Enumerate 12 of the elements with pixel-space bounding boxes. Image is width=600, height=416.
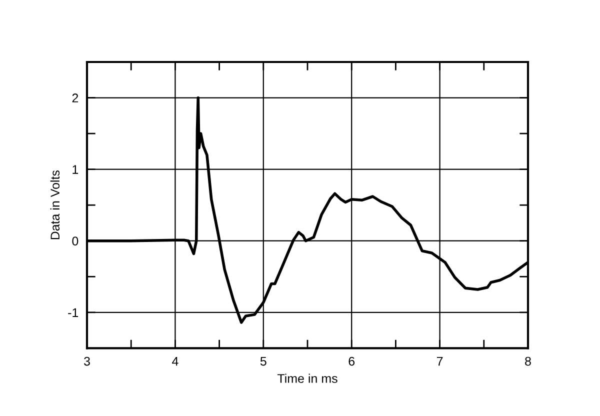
x-tick-label: 3 xyxy=(84,356,90,366)
y-tick-label: 2 xyxy=(72,94,78,102)
y-tick-label: 0 xyxy=(72,236,78,246)
x-axis-title: Time in ms xyxy=(277,374,338,383)
y-tick-label: 1 xyxy=(72,165,78,174)
y-axis-title: Data in Volts xyxy=(50,170,60,240)
x-tick-label: 7 xyxy=(436,356,443,366)
y-tick-label: -1 xyxy=(68,308,78,317)
x-tick-label: 6 xyxy=(348,356,355,366)
x-tick-label: 5 xyxy=(260,356,266,366)
x-tick-label: 8 xyxy=(525,356,531,366)
x-tick-label: 4 xyxy=(172,356,178,366)
